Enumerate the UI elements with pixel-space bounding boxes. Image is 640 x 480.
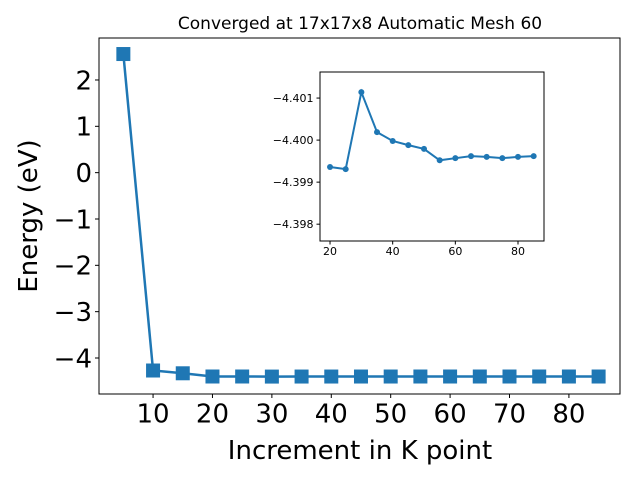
marker [205, 369, 220, 384]
y-tick-label: −4.401 [273, 92, 314, 105]
marker [436, 157, 443, 164]
x-tick-label: 60 [434, 400, 467, 430]
x-tick-label: 60 [448, 245, 462, 258]
marker [499, 155, 506, 162]
marker [294, 369, 309, 384]
y-axis-label: Energy (eV) [14, 139, 44, 292]
marker [532, 369, 547, 384]
y-tick-label: −1 [54, 205, 92, 235]
axes-frame [98, 37, 621, 395]
x-tick-label: 20 [323, 245, 337, 258]
x-tick-label: 70 [493, 400, 526, 430]
y-tick-label: −4.399 [273, 176, 314, 189]
marker [383, 369, 398, 384]
marker [514, 153, 521, 160]
marker [175, 366, 190, 381]
x-tick-label: 20 [196, 400, 229, 430]
marker [472, 369, 487, 384]
marker [561, 369, 576, 384]
marker [116, 47, 131, 62]
marker [374, 129, 381, 136]
y-tick-label: 0 [75, 159, 92, 189]
marker [421, 145, 428, 152]
marker [468, 153, 475, 160]
marker [324, 369, 339, 384]
x-tick-label: 40 [386, 245, 400, 258]
marker [353, 369, 368, 384]
x-tick-label: 80 [511, 245, 525, 258]
marker [235, 369, 250, 384]
y-tick-label: −4 [54, 344, 92, 374]
marker [405, 142, 412, 149]
marker [443, 369, 458, 384]
marker [389, 137, 396, 144]
x-tick-label: 10 [137, 400, 170, 430]
marker [452, 155, 459, 162]
marker [342, 166, 349, 173]
marker [327, 164, 334, 171]
marker [591, 369, 606, 384]
x-axis-label: Increment in K point [228, 436, 492, 466]
marker [146, 363, 161, 378]
x-tick-label: 80 [552, 400, 585, 430]
marker [264, 369, 279, 384]
marker [502, 369, 517, 384]
y-tick-label: −2 [54, 252, 92, 282]
y-tick-label: −4.400 [273, 134, 314, 147]
chart-title: Converged at 17x17x8 Automatic Mesh 60 [178, 14, 542, 34]
axes-frame [319, 71, 545, 242]
plot-area [320, 72, 544, 241]
y-tick-label: −4.398 [273, 218, 314, 231]
x-tick-label: 50 [374, 400, 407, 430]
y-tick-label: 1 [75, 113, 92, 143]
x-tick-label: 40 [315, 400, 348, 430]
marker [530, 153, 537, 160]
y-tick-label: 2 [75, 66, 92, 96]
x-tick-label: 30 [255, 400, 288, 430]
marker [483, 153, 490, 160]
y-tick-label: −3 [54, 298, 92, 328]
marker [413, 369, 428, 384]
marker [358, 89, 365, 96]
